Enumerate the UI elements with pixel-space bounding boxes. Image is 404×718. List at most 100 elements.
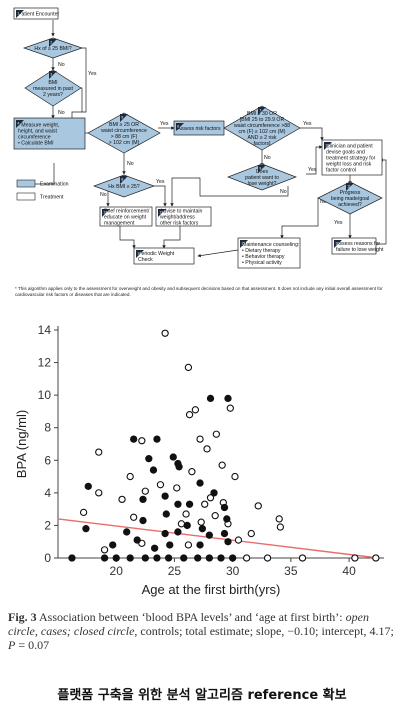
caption-closed-circle: closed circle <box>73 624 135 638</box>
flow-step-number: 16 <box>334 240 342 248</box>
flow-node-box <box>13 7 59 20</box>
step-number-text: 15 <box>241 242 245 246</box>
hx_bmi_25-line: Hx BMI ≥ 25? <box>108 184 140 190</box>
step-corner-marker <box>158 209 166 217</box>
flow-step-number: 9 <box>258 165 266 173</box>
control-point <box>183 521 191 530</box>
case-point <box>126 472 134 481</box>
case-point <box>188 468 196 476</box>
control-point <box>185 500 194 508</box>
control-point <box>153 435 161 443</box>
flow-node-hx_bmi: Hx of ≥ 25 BMI? <box>22 37 84 59</box>
flow-step-number: 7 <box>258 107 266 115</box>
trend-line <box>57 518 379 559</box>
case-point <box>298 554 307 562</box>
flow-label-no: No <box>58 110 65 116</box>
caption-line1: Association between ‘blood BPA levels’ a… <box>39 610 343 624</box>
control-point <box>196 479 204 487</box>
step-number-text: 7 <box>259 109 261 113</box>
flow-label-no: No <box>280 189 287 195</box>
flow-node-box <box>155 206 212 227</box>
control-point <box>196 541 204 549</box>
control-point <box>68 554 76 562</box>
control-point <box>224 394 232 403</box>
step-corner-marker <box>16 10 24 18</box>
flow-node-maintenance: Maintenance counseling:• Dietary therapy… <box>237 237 301 269</box>
maintenance-line: • Physical activity <box>242 260 282 266</box>
case-point <box>212 430 220 438</box>
control-point <box>169 453 177 461</box>
legend-exam-label: Examination <box>40 182 69 188</box>
y-tick-label: 4 <box>44 486 51 500</box>
bpa-scatter-chart: 0 2 4 6 8 10 12 14 20 25 30 35 40 Age at the first bi… <box>14 323 384 597</box>
control-point <box>224 538 232 546</box>
control-point <box>220 503 229 512</box>
legend-treatment-label: Treatment <box>40 195 64 201</box>
control-point <box>161 529 169 538</box>
progress-line: achieved? <box>338 202 362 208</box>
step-number-text: 16 <box>335 242 339 246</box>
control-point <box>174 528 182 536</box>
brief-line: educate on weight <box>104 214 147 220</box>
step-corner-marker <box>102 209 110 217</box>
step-corner-marker <box>136 250 144 258</box>
control-point <box>150 544 159 552</box>
flow-node-box <box>321 139 383 176</box>
control-point <box>141 554 149 562</box>
case-point <box>231 472 239 481</box>
measure-line: circumference <box>18 134 51 140</box>
periodic-line: Periodic Weight <box>138 251 175 257</box>
control-point <box>149 466 158 474</box>
y-tick-label: 14 <box>38 323 52 337</box>
case-point <box>185 411 194 419</box>
control-point <box>133 536 141 544</box>
step-corner-marker <box>16 120 24 128</box>
x-tick-label: 20 <box>110 564 124 578</box>
clinician-line: weight loss and risk <box>326 161 372 167</box>
control-point <box>161 492 169 500</box>
control-point <box>162 510 170 518</box>
maintenance-line: • Behavior therapy <box>242 254 285 260</box>
case-point <box>138 437 146 445</box>
flow-decision-diamond <box>223 105 301 151</box>
case-point <box>276 523 285 531</box>
y-tick-label: 12 <box>38 356 52 370</box>
brief-line: management <box>104 220 135 226</box>
control-point <box>112 554 120 562</box>
flow-connector <box>71 47 87 118</box>
clinician-line: treatment strategy for <box>326 155 376 161</box>
caption-p-value: = 0.07 <box>15 638 50 652</box>
bmi_30-line: [BMI 25 to 29.9 OR <box>240 117 285 123</box>
y-tick-label: 2 <box>44 518 51 532</box>
flow-step-number: 5 <box>120 114 128 122</box>
step-number-text: 9 <box>259 167 261 171</box>
flow-decision-diamond <box>24 69 82 107</box>
advise-line: Advise to maintain <box>160 208 203 214</box>
step-corner-marker <box>258 165 266 173</box>
patient_encounter-line: Patient Encounter <box>18 11 60 17</box>
step-number-text: 10 <box>325 144 329 148</box>
flow-node-box <box>237 237 301 269</box>
bmi_measured-line: BMI <box>48 80 57 86</box>
x-tick-label: 40 <box>342 564 356 578</box>
control-point <box>139 495 147 504</box>
case-point <box>173 484 181 492</box>
step-corner-marker <box>334 240 342 248</box>
flow-step-number: 12 <box>102 209 110 217</box>
flow-node-box <box>133 247 195 265</box>
case-point <box>372 554 380 562</box>
flow-node-box <box>13 117 86 150</box>
control-point <box>210 489 218 497</box>
clinician-line: factor control <box>326 167 356 173</box>
control-point <box>145 455 153 463</box>
flow-decision-diamond <box>87 112 161 154</box>
case-point <box>351 554 359 562</box>
clinician-line: Clinician and patient <box>326 143 373 149</box>
bmi_waist-line: waist circumference <box>101 128 147 134</box>
flow-node-measure: • Measure weight,height, and waistcircum… <box>13 117 86 150</box>
case-point <box>182 510 190 518</box>
measure-line: • Measure weight, <box>18 122 59 128</box>
